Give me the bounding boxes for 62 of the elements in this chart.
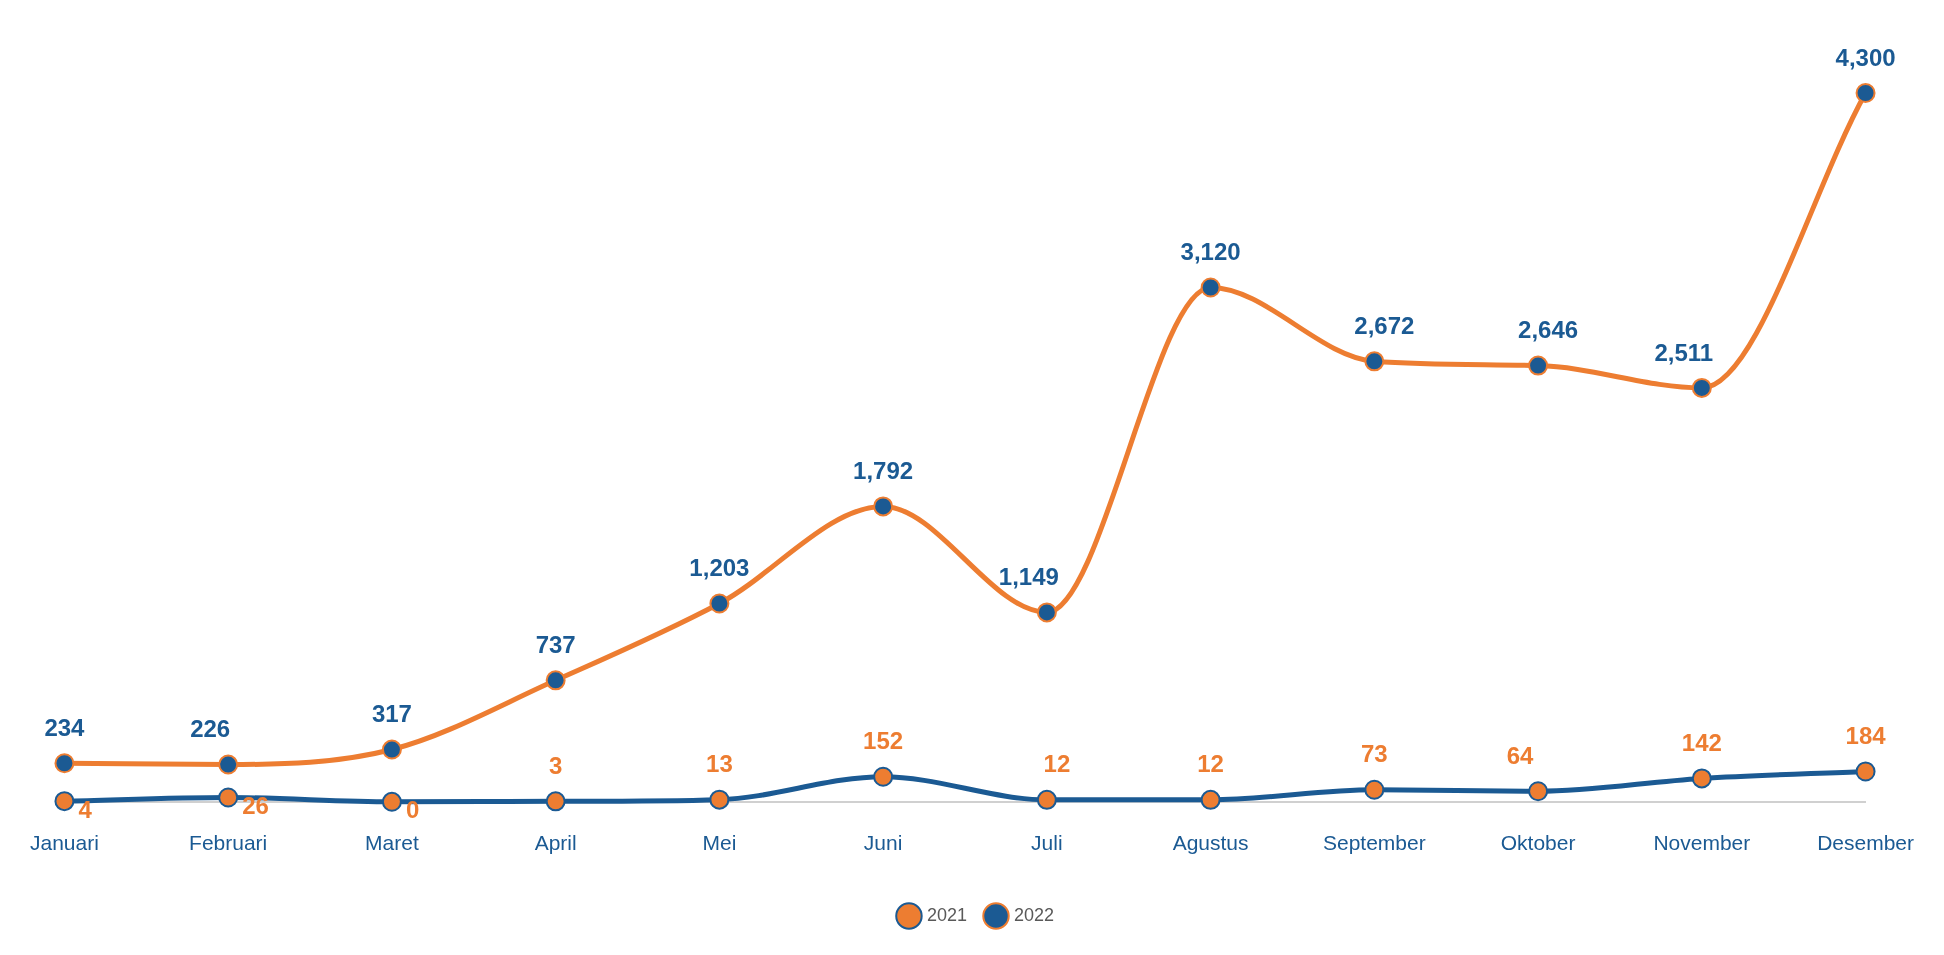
x-tick-label: November — [1653, 831, 1751, 855]
data-label: 317 — [371, 700, 412, 728]
data-label: 2,646 — [1518, 316, 1579, 344]
data-label: 3 — [548, 751, 563, 779]
data-label: 234 — [44, 713, 86, 741]
point — [218, 787, 239, 808]
point — [1036, 789, 1057, 810]
point — [709, 593, 730, 614]
data-label: 13 — [706, 750, 733, 778]
data-label: 142 — [1681, 729, 1722, 757]
data-label: 4 — [78, 795, 93, 823]
point — [1528, 355, 1549, 376]
x-tick-label: April — [534, 831, 577, 855]
data-label: 184 — [1845, 722, 1887, 750]
point — [1036, 602, 1057, 623]
data-label: 2,672 — [1354, 311, 1415, 339]
data-label: 1,203 — [689, 554, 750, 582]
data-label: 4,300 — [1835, 43, 1896, 71]
data-label: 226 — [190, 715, 231, 743]
point — [545, 670, 566, 691]
x-tick-label: Agustus — [1172, 831, 1249, 855]
data-label: 12 — [1197, 750, 1224, 778]
legend-label: 2021 — [926, 904, 967, 925]
point — [1528, 781, 1549, 802]
data-label: 3,120 — [1180, 238, 1241, 266]
x-tick-label: Januari — [29, 831, 99, 855]
data-label: 2,511 — [1654, 338, 1714, 366]
point — [218, 754, 239, 775]
point — [1364, 351, 1385, 372]
data-label: 152 — [863, 727, 904, 755]
x-tick-label: Juli — [1031, 831, 1063, 855]
point — [1200, 789, 1221, 810]
data-label: 64 — [1506, 741, 1535, 769]
data-label: 737 — [535, 630, 576, 658]
data-label: 12 — [1043, 750, 1071, 778]
point — [381, 739, 402, 760]
point — [1691, 377, 1712, 398]
data-label: 1,149 — [998, 563, 1059, 591]
point — [873, 496, 894, 517]
point — [545, 791, 566, 812]
point — [1691, 768, 1712, 789]
point — [1200, 277, 1221, 298]
x-tick-label: Desember — [1817, 831, 1914, 855]
point — [709, 789, 730, 810]
x-tick-label: September — [1322, 831, 1426, 855]
point — [1855, 82, 1876, 103]
x-tick-label: Mei — [702, 831, 737, 855]
x-tick-label: Juni — [863, 831, 903, 855]
point — [54, 753, 75, 774]
x-tick-label: Maret — [365, 831, 419, 855]
point — [1364, 779, 1385, 800]
legend-label: 2022 — [1014, 904, 1055, 925]
x-tick-label: Oktober — [1500, 831, 1576, 855]
x-tick-label: Februari — [189, 831, 268, 855]
data-label: 0 — [405, 796, 420, 824]
point — [381, 791, 402, 812]
point — [873, 766, 894, 787]
data-label: 73 — [1361, 740, 1388, 768]
data-label: 26 — [242, 792, 269, 820]
point — [54, 791, 75, 812]
point — [1855, 761, 1876, 782]
data-label: 1,792 — [853, 457, 914, 485]
